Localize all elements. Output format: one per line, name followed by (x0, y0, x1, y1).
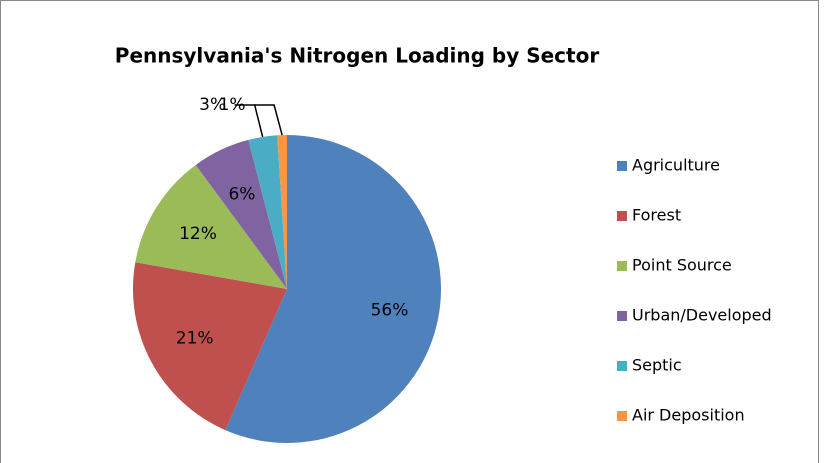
legend-swatch (617, 361, 627, 371)
legend-swatch (617, 311, 627, 321)
chart-title: Pennsylvania's Nitrogen Loading by Secto… (115, 44, 600, 68)
data-label: 12% (179, 224, 217, 244)
legend-swatch (617, 411, 627, 421)
legend-swatch (617, 161, 627, 171)
data-label: 1% (219, 95, 246, 115)
pie-slice (277, 135, 287, 289)
legend-label: Urban/Developed (632, 306, 772, 325)
legend-label: Agriculture (632, 156, 720, 175)
data-label: 56% (371, 300, 409, 320)
legend-label: Septic (632, 356, 682, 375)
data-label: 3% (199, 95, 226, 115)
pie-slice (135, 164, 287, 289)
pie-slice (132, 262, 287, 431)
legend-label: Air Deposition (632, 406, 745, 425)
legend-label: Forest (632, 206, 681, 225)
data-label: 6% (228, 184, 255, 204)
pie-slice (225, 135, 441, 443)
legend-swatch (617, 211, 627, 221)
legend-label: Point Source (632, 256, 732, 275)
legend-swatch (617, 261, 627, 271)
pie-slice (248, 135, 287, 289)
data-label: 21% (176, 328, 214, 348)
leader-line (254, 104, 283, 136)
pie-slice (195, 139, 287, 289)
